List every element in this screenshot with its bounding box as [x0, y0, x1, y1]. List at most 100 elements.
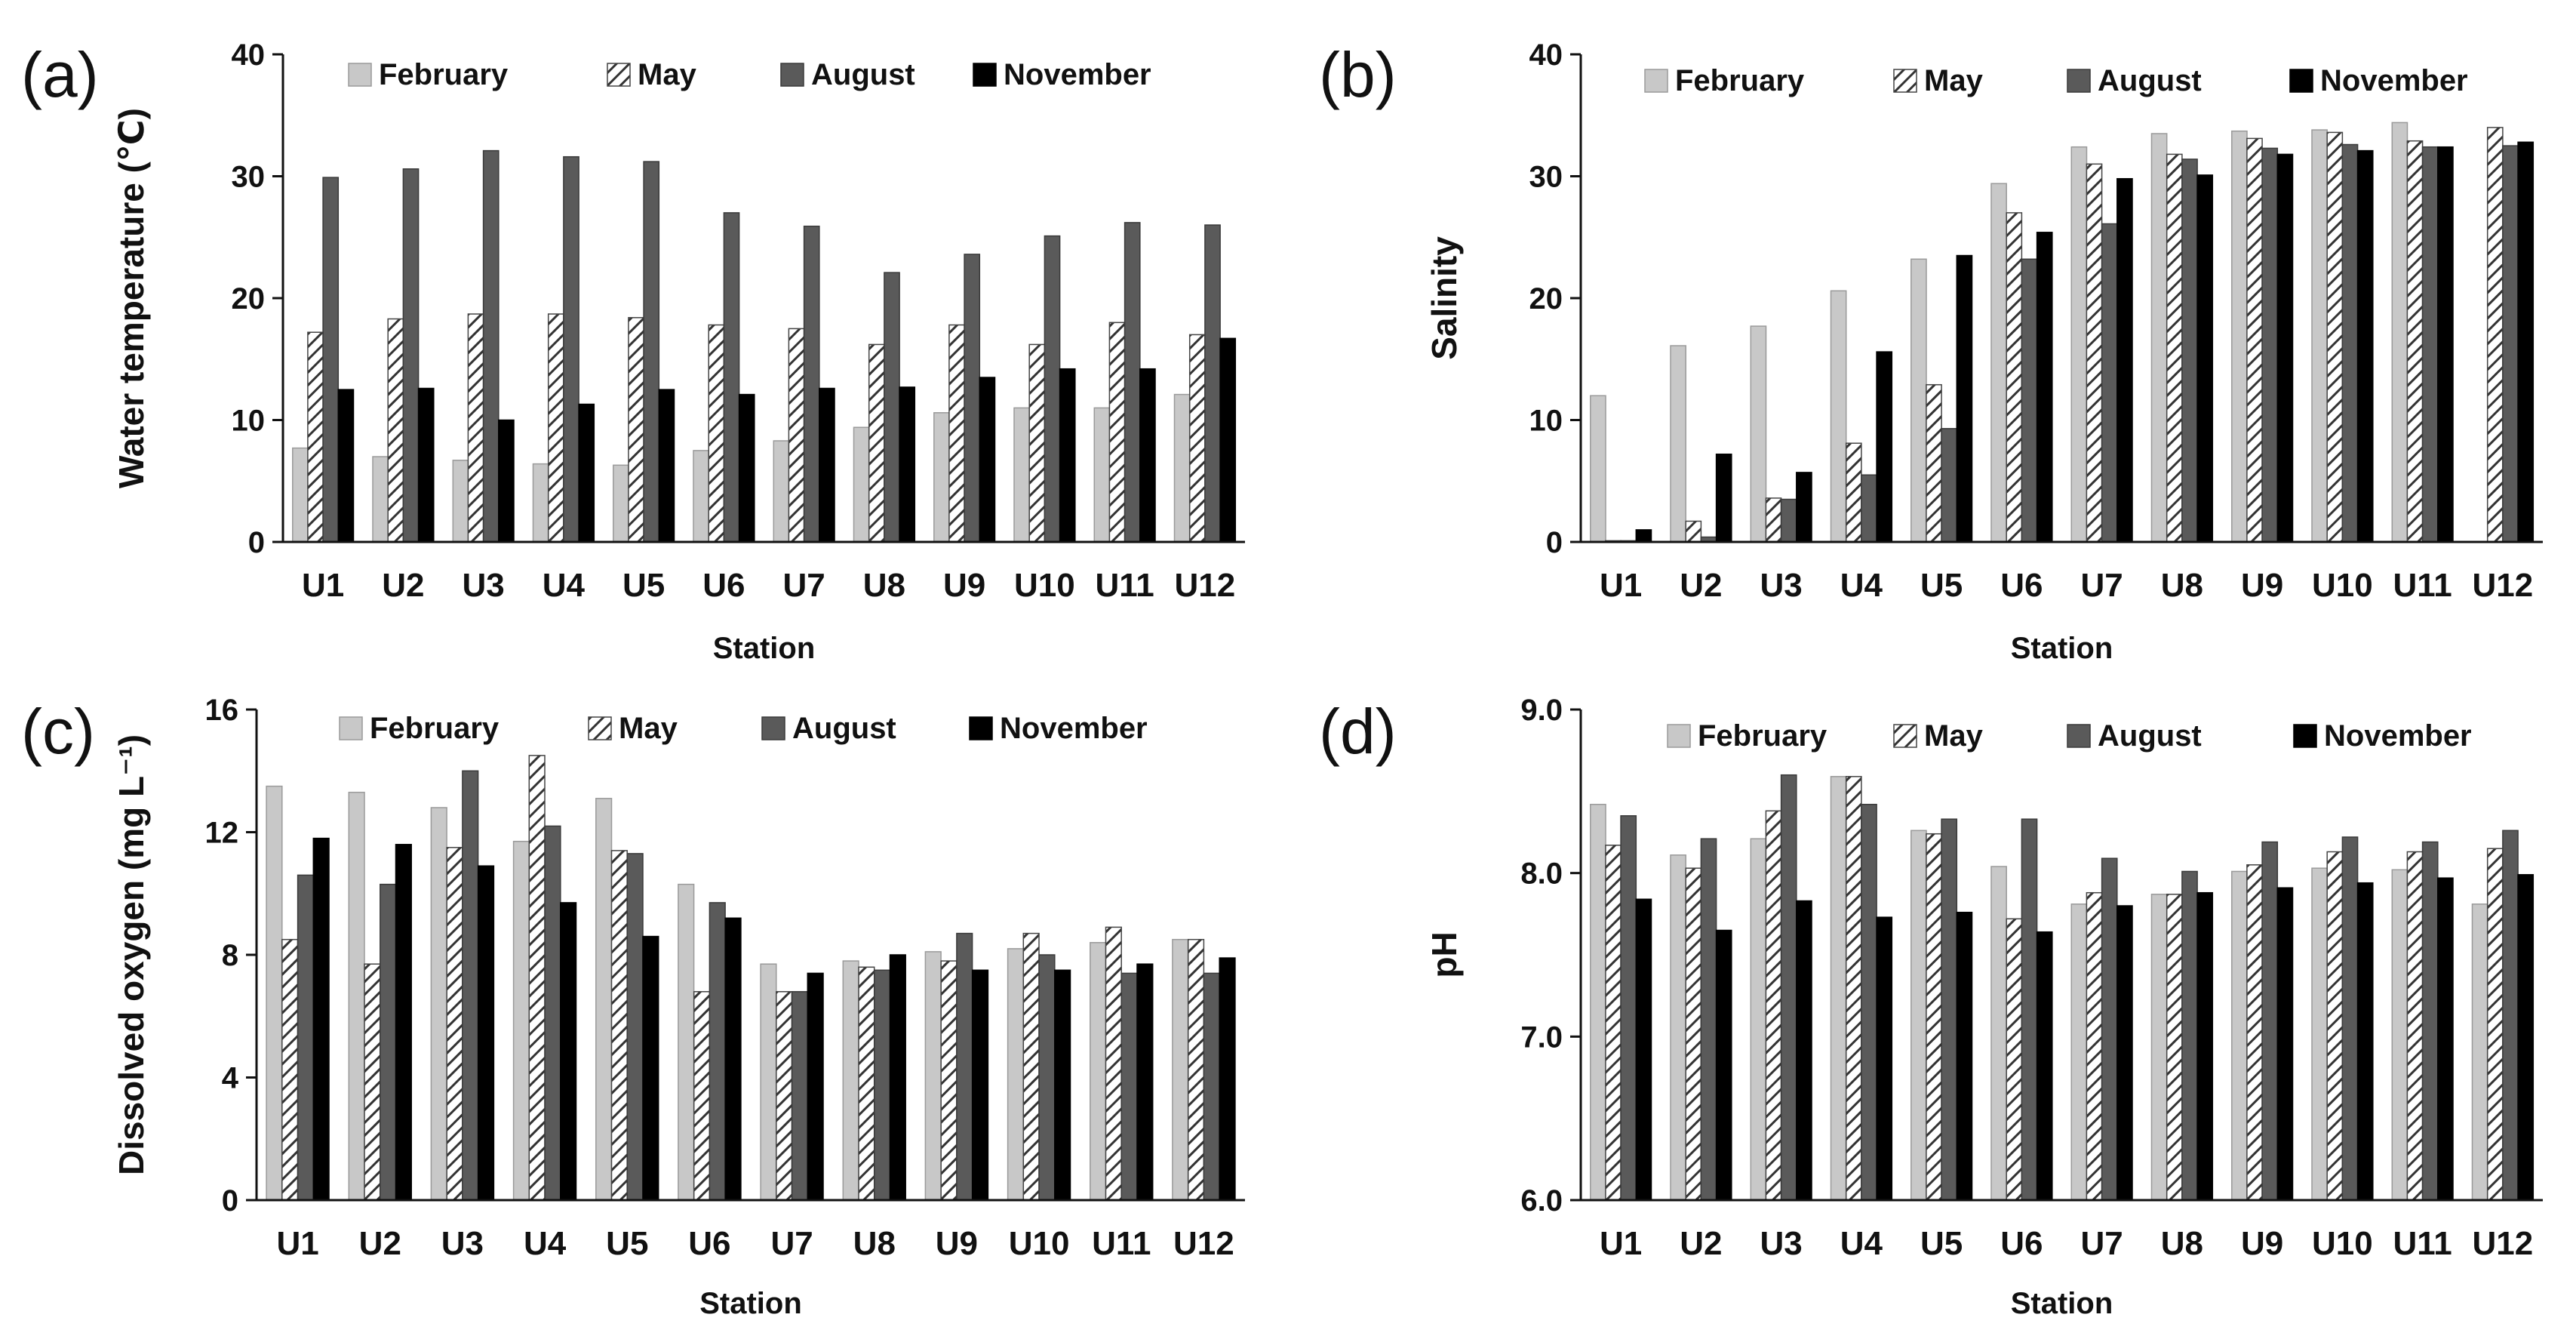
legend-swatch-november — [973, 63, 997, 87]
bar-november-u6 — [2036, 232, 2053, 543]
x-tick-label: U5 — [1920, 1225, 1963, 1262]
bar-november-u4 — [560, 902, 577, 1201]
bar-november-u8 — [2196, 891, 2214, 1201]
bar-february-u10 — [1013, 407, 1030, 543]
bar-august-u1 — [1620, 815, 1637, 1201]
chart-panel-a: (a) 0 10 20 30 40 Water temperature (℃) U1 U2 U3 U… — [21, 38, 1245, 665]
y-tick-label: 8.0 — [1520, 857, 1563, 891]
bar-august-u11 — [1124, 222, 1141, 543]
bar-august-u6 — [2021, 818, 2038, 1201]
bar-august-u8 — [2181, 159, 2198, 543]
x-tick-label: U11 — [2393, 1225, 2452, 1262]
x-tick-label: U11 — [1095, 567, 1154, 604]
legend-label-may: May — [638, 58, 697, 91]
y-axis-title: Water temperature (℃) — [112, 108, 151, 488]
bar-february-u8 — [2150, 894, 2168, 1201]
legend-label-may: May — [619, 712, 678, 745]
y-tick-label: 0 — [222, 1184, 238, 1217]
bar-february-u2 — [1670, 854, 1686, 1201]
legend-label-november: November — [1000, 712, 1148, 745]
x-tick-label: U8 — [853, 1225, 896, 1262]
y-tick-label: 4 — [222, 1062, 239, 1095]
bar-august-u10 — [1044, 235, 1061, 543]
bar-may-u8 — [868, 343, 885, 543]
bar-may-u8 — [2166, 153, 2183, 543]
bar-february-u5 — [595, 798, 613, 1201]
bar-november-u11 — [2437, 877, 2454, 1201]
bar-may-u3 — [1765, 810, 1782, 1201]
bar-may-u3 — [446, 847, 463, 1201]
bar-november-u1 — [312, 837, 330, 1201]
bar-november-u10 — [2356, 882, 2374, 1201]
bar-february-u8 — [842, 960, 859, 1201]
bar-november-u7 — [807, 972, 824, 1201]
y-tick-label: 12 — [205, 817, 239, 850]
legend-swatch-november — [2289, 69, 2313, 93]
bar-may-u6 — [693, 991, 711, 1201]
bar-february-u6 — [1990, 866, 2007, 1201]
bar-february-u6 — [1990, 183, 2007, 543]
x-tick-label: U10 — [1014, 567, 1075, 604]
bar-november-u7 — [2116, 905, 2133, 1201]
bar-may-u6 — [708, 324, 725, 543]
bar-august-u12 — [2502, 830, 2519, 1201]
bar-february-u7 — [760, 963, 777, 1201]
legend-label-november: November — [1004, 58, 1151, 91]
bar-february-u1 — [292, 447, 309, 543]
bar-november-u4 — [578, 403, 595, 543]
chart-panel-c: (c) 0 4 8 12 16 Dissolved oxygen (mg L⁻¹) U1 U2 U… — [21, 694, 1245, 1320]
x-tick-label: U3 — [1760, 1225, 1802, 1262]
bar-november-u2 — [417, 387, 435, 543]
bar-february-u10 — [1007, 948, 1025, 1201]
legend-swatch-may — [607, 63, 631, 87]
bar-may-u10 — [2326, 851, 2344, 1201]
x-tick-label: U1 — [1600, 1225, 1642, 1262]
bar-november-u3 — [1796, 900, 1812, 1201]
bar-november-u9 — [2276, 887, 2294, 1201]
bar-may-u9 — [948, 324, 965, 543]
bar-november-u7 — [2116, 177, 2133, 543]
bar-may-u5 — [1926, 383, 1942, 543]
bar-february-u7 — [773, 440, 790, 543]
bar-may-u4 — [528, 755, 546, 1201]
panel-label: (a) — [21, 39, 99, 110]
x-tick-label: U5 — [622, 567, 665, 604]
legend-swatch-february — [1644, 69, 1668, 93]
legend-swatch-february — [1667, 724, 1691, 748]
bar-february-u4 — [1830, 776, 1847, 1201]
x-axis-title: Station — [699, 1287, 802, 1320]
bar-august-u7 — [2101, 223, 2118, 543]
bar-november-u9 — [971, 969, 989, 1201]
x-tick-label: U1 — [1600, 567, 1642, 604]
bar-november-u11 — [2437, 146, 2454, 543]
x-axis-title: Station — [713, 632, 816, 665]
panel-label: (d) — [1319, 696, 1397, 767]
bar-may-u2 — [1685, 867, 1702, 1201]
legend-swatch-february — [348, 63, 372, 87]
bar-may-u8 — [858, 966, 875, 1201]
x-tick-label: U9 — [2241, 567, 2283, 604]
bar-november-u10 — [1059, 368, 1076, 543]
bar-february-u6 — [693, 450, 709, 543]
x-tick-label: U3 — [462, 567, 504, 604]
bar-november-u3 — [1796, 472, 1812, 543]
bar-february-u12 — [1173, 393, 1191, 543]
x-tick-label: U7 — [2080, 567, 2123, 604]
x-tick-label: U8 — [863, 567, 905, 604]
bar-may-u9 — [2246, 864, 2263, 1201]
y-tick-label: 8 — [222, 939, 238, 972]
bar-may-u11 — [2406, 140, 2424, 543]
bar-may-u1 — [1605, 845, 1622, 1201]
bar-may-u4 — [1845, 776, 1862, 1201]
bar-may-u5 — [1926, 833, 1942, 1201]
bar-february-u8 — [2150, 133, 2168, 543]
x-tick-label: U5 — [606, 1225, 648, 1262]
bar-may-u10 — [1028, 343, 1046, 543]
bar-february-u9 — [933, 412, 950, 543]
bar-november-u9 — [2276, 153, 2294, 543]
bar-february-u12 — [2471, 903, 2488, 1201]
bar-may-u4 — [547, 313, 564, 543]
legend-swatch-august — [2067, 724, 2091, 748]
bar-november-u5 — [658, 389, 675, 543]
bar-may-u11 — [1105, 926, 1122, 1201]
